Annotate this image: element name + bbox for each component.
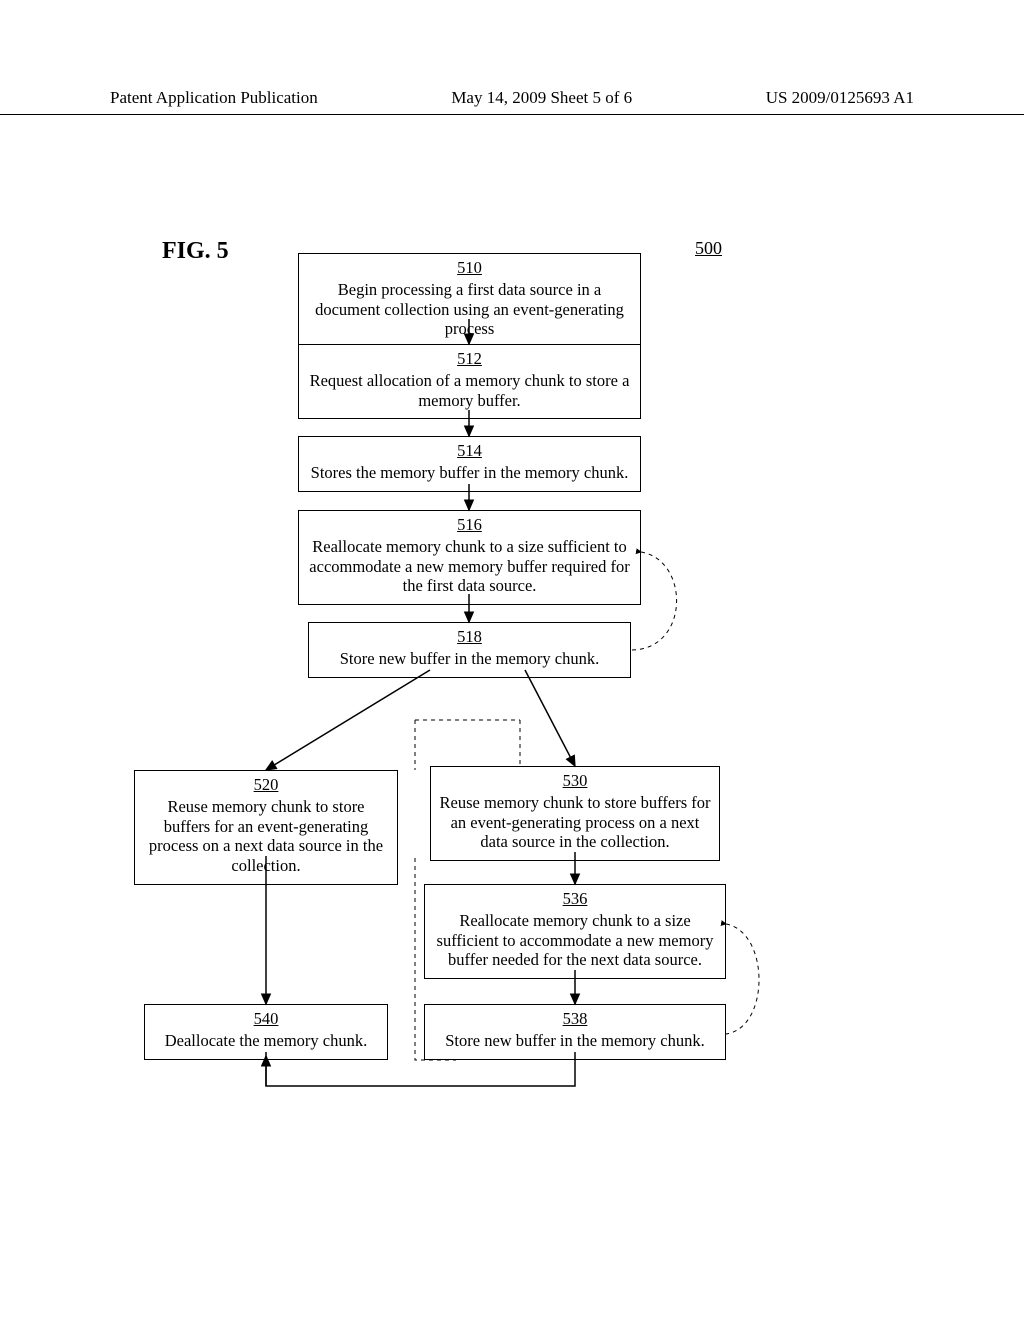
box-number: 516 — [307, 515, 632, 535]
box-text: Store new buffer in the memory chunk. — [340, 649, 600, 668]
box-text: Reuse memory chunk to store buffers for … — [149, 797, 383, 875]
flowchart-box-520: 520Reuse memory chunk to store buffers f… — [134, 770, 398, 885]
flowchart-box-512: 512Request allocation of a memory chunk … — [298, 344, 641, 419]
figure-label: FIG. 5 — [162, 238, 229, 265]
box-text: Reallocate memory chunk to a size suffic… — [309, 537, 629, 596]
header-mid: May 14, 2009 Sheet 5 of 6 — [451, 88, 632, 108]
box-text: Reuse memory chunk to store buffers for … — [440, 793, 711, 852]
flowchart-box-518: 518 Store new buffer in the memory chunk. — [308, 622, 631, 678]
box-text: Store new buffer in the memory chunk. — [445, 1031, 705, 1050]
flowchart-box-514: 514 Stores the memory buffer in the memor… — [298, 436, 641, 492]
box-number: 536 — [433, 889, 717, 909]
figure-ref: 500 — [695, 238, 722, 259]
box-text: Begin processing a first data source in … — [315, 280, 624, 339]
box-number: 518 — [317, 627, 622, 647]
box-number: 512 — [307, 349, 632, 369]
box-number: 538 — [433, 1009, 717, 1029]
box-text: Stores the memory buffer in the memory c… — [311, 463, 629, 482]
box-text: Reallocate memory chunk to a size suffic… — [437, 911, 714, 970]
box-text: Deallocate the memory chunk. — [165, 1031, 368, 1050]
header-left: Patent Application Publication — [110, 88, 318, 108]
page-header: Patent Application Publication May 14, 2… — [0, 88, 1024, 115]
flowchart-box-540: 540 Deallocate the memory chunk. — [144, 1004, 388, 1060]
box-number: 540 — [153, 1009, 379, 1029]
flowchart-box-510: 510Begin processing a first data source … — [298, 253, 641, 348]
flowchart-box-536: 536Reallocate memory chunk to a size suf… — [424, 884, 726, 979]
flowchart-box-516: 516Reallocate memory chunk to a size suf… — [298, 510, 641, 605]
box-number: 520 — [143, 775, 389, 795]
box-number: 514 — [307, 441, 632, 461]
box-number: 530 — [439, 771, 711, 791]
header-right: US 2009/0125693 A1 — [766, 88, 914, 108]
flowchart-box-538: 538 Store new buffer in the memory chunk. — [424, 1004, 726, 1060]
flowchart-box-530: 530Reuse memory chunk to store buffers f… — [430, 766, 720, 861]
box-text: Request allocation of a memory chunk to … — [310, 371, 630, 410]
box-number: 510 — [307, 258, 632, 278]
